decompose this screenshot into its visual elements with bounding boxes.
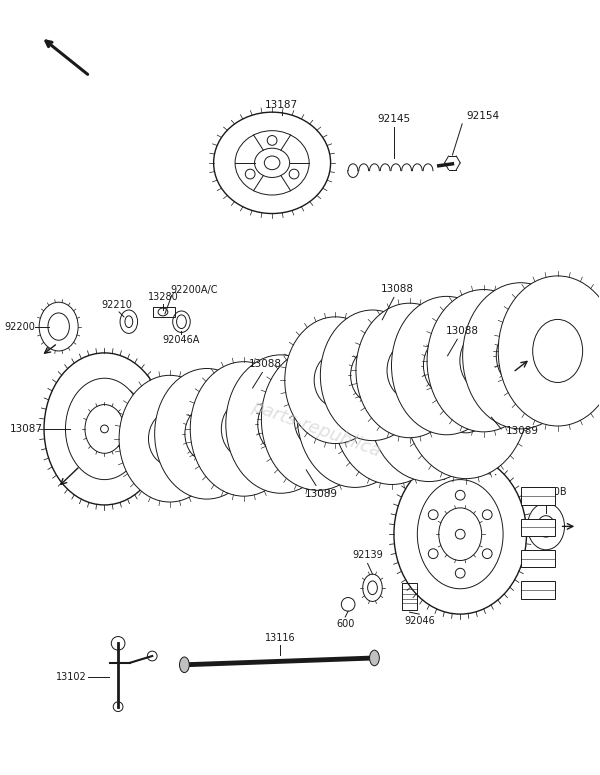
- Text: 600: 600: [336, 619, 355, 629]
- Text: 13088: 13088: [249, 360, 282, 370]
- Ellipse shape: [356, 303, 463, 438]
- Bar: [521, 518, 555, 536]
- Text: 13187: 13187: [265, 100, 298, 110]
- Text: 92145: 92145: [377, 114, 410, 124]
- Ellipse shape: [370, 650, 379, 666]
- Ellipse shape: [262, 348, 374, 491]
- Ellipse shape: [368, 328, 490, 481]
- Ellipse shape: [391, 296, 502, 435]
- Text: 13087: 13087: [10, 424, 43, 434]
- Text: 13116: 13116: [265, 633, 295, 643]
- Bar: [521, 581, 555, 598]
- Text: 92046A: 92046A: [163, 336, 200, 346]
- Text: 13088: 13088: [446, 326, 479, 336]
- Text: 13089: 13089: [304, 489, 337, 499]
- Ellipse shape: [427, 290, 540, 432]
- Text: 13088: 13088: [380, 284, 413, 294]
- Ellipse shape: [155, 368, 259, 499]
- Ellipse shape: [320, 310, 425, 441]
- Text: 13095: 13095: [418, 454, 451, 464]
- Ellipse shape: [179, 657, 189, 673]
- Ellipse shape: [226, 355, 336, 493]
- Text: 92046: 92046: [404, 616, 434, 626]
- Text: 13089: 13089: [506, 426, 539, 436]
- Text: 92200A/C: 92200A/C: [170, 285, 218, 295]
- Bar: [402, 583, 418, 610]
- Ellipse shape: [190, 362, 298, 496]
- Text: parts-republica: parts-republica: [249, 397, 383, 460]
- Text: 92210: 92210: [101, 300, 133, 310]
- Ellipse shape: [285, 317, 386, 443]
- Text: 92200B: 92200B: [529, 487, 567, 497]
- Bar: [521, 549, 555, 567]
- Bar: [521, 487, 555, 505]
- Text: 92139: 92139: [352, 549, 383, 560]
- Ellipse shape: [498, 276, 600, 426]
- Text: 92200: 92200: [4, 322, 35, 332]
- Bar: [153, 307, 175, 317]
- Text: 13280: 13280: [148, 292, 178, 302]
- Ellipse shape: [463, 283, 578, 429]
- Ellipse shape: [297, 341, 413, 487]
- Ellipse shape: [119, 375, 220, 502]
- Ellipse shape: [332, 334, 451, 484]
- Text: 92154: 92154: [466, 111, 499, 121]
- Text: 13102: 13102: [56, 673, 87, 683]
- Ellipse shape: [404, 321, 529, 479]
